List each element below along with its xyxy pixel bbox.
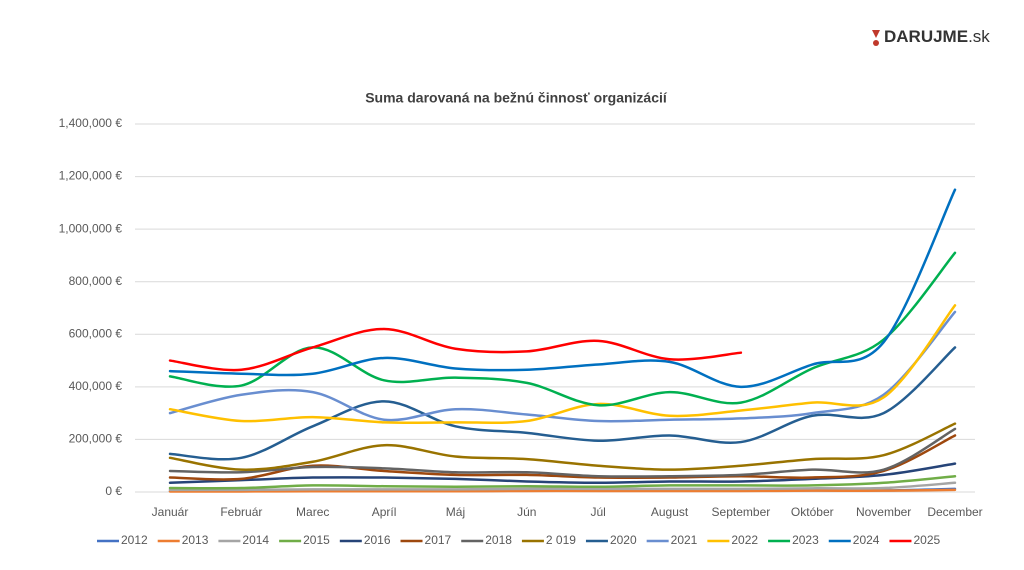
logo-suffix: .sk xyxy=(968,27,990,46)
y-tick-label: 400,000 € xyxy=(69,379,123,393)
legend-item: 2025 xyxy=(889,533,940,547)
legend-label: 2015 xyxy=(303,533,330,547)
legend-item: 2018 xyxy=(461,533,512,547)
series-line xyxy=(168,427,957,478)
legend-label: 2024 xyxy=(853,533,880,547)
logo-icon xyxy=(872,30,880,38)
legend-label: 2014 xyxy=(242,533,269,547)
y-tick-label: 1,400,000 € xyxy=(59,116,123,130)
series-line xyxy=(168,304,957,425)
legend-item: 2013 xyxy=(157,533,209,547)
legend-item: 2024 xyxy=(828,533,880,547)
y-tick-label: 600,000 € xyxy=(69,326,123,340)
y-tick-label: 200,000 € xyxy=(69,432,123,446)
legend-label: 2023 xyxy=(792,533,819,547)
logo: DARUJME.sk xyxy=(872,27,990,46)
legend-label: 2018 xyxy=(485,533,512,547)
legend-label: 2013 xyxy=(182,533,209,547)
chart-title: Suma darovaná na bežnú činnosť organizác… xyxy=(365,90,668,106)
legend-label: 2022 xyxy=(731,533,758,547)
series-line xyxy=(168,481,957,492)
x-tick-label: Jún xyxy=(517,505,536,519)
legend-label: 2017 xyxy=(425,533,452,547)
series-line xyxy=(168,327,743,372)
legend-item: 2017 xyxy=(400,533,452,547)
y-tick-label: 1,200,000 € xyxy=(59,169,123,183)
legend-item: 2015 xyxy=(279,533,330,547)
legend-item: 2023 xyxy=(768,533,819,547)
x-tick-label: November xyxy=(856,505,911,519)
legend-item: 2012 xyxy=(97,533,148,547)
x-tick-label: Marec xyxy=(296,505,329,519)
legend-item: 2022 xyxy=(707,533,758,547)
legend-item: 2014 xyxy=(218,533,269,547)
x-tick-label: August xyxy=(651,505,689,519)
legend-item: 2 019 xyxy=(521,533,576,547)
x-tick-label: September xyxy=(712,505,771,519)
legend-item: 2016 xyxy=(339,533,391,547)
logo-brand: DARUJME.sk xyxy=(884,27,990,46)
legend-item: 2020 xyxy=(585,533,637,547)
legend-label: 2021 xyxy=(671,533,698,547)
series-line xyxy=(168,251,957,407)
legend-label: 2 019 xyxy=(546,533,576,547)
series-line xyxy=(168,422,957,471)
y-tick-label: 1,000,000 € xyxy=(59,221,123,235)
legend-label: 2016 xyxy=(364,533,391,547)
x-tick-label: Júl xyxy=(591,505,606,519)
x-tick-label: December xyxy=(927,505,982,519)
legend-item: 2021 xyxy=(646,533,698,547)
series-line xyxy=(168,346,957,461)
x-tick-label: Máj xyxy=(446,505,465,519)
x-tick-label: Január xyxy=(152,505,189,519)
logo-brand-text: DARUJME xyxy=(884,27,968,46)
legend-label: 2020 xyxy=(610,533,637,547)
series-line xyxy=(168,310,957,423)
y-tick-label: 800,000 € xyxy=(69,274,123,288)
series-line xyxy=(168,474,957,490)
legend-label: 2025 xyxy=(913,533,940,547)
series-line xyxy=(168,188,957,389)
y-tick-label: 0 € xyxy=(105,484,122,498)
logo-icon-dot xyxy=(873,40,879,46)
x-tick-label: Apríl xyxy=(372,505,397,519)
x-tick-label: Október xyxy=(791,505,834,519)
series-line xyxy=(168,488,957,493)
x-tick-label: Február xyxy=(220,505,262,519)
legend-label: 2012 xyxy=(121,533,148,547)
